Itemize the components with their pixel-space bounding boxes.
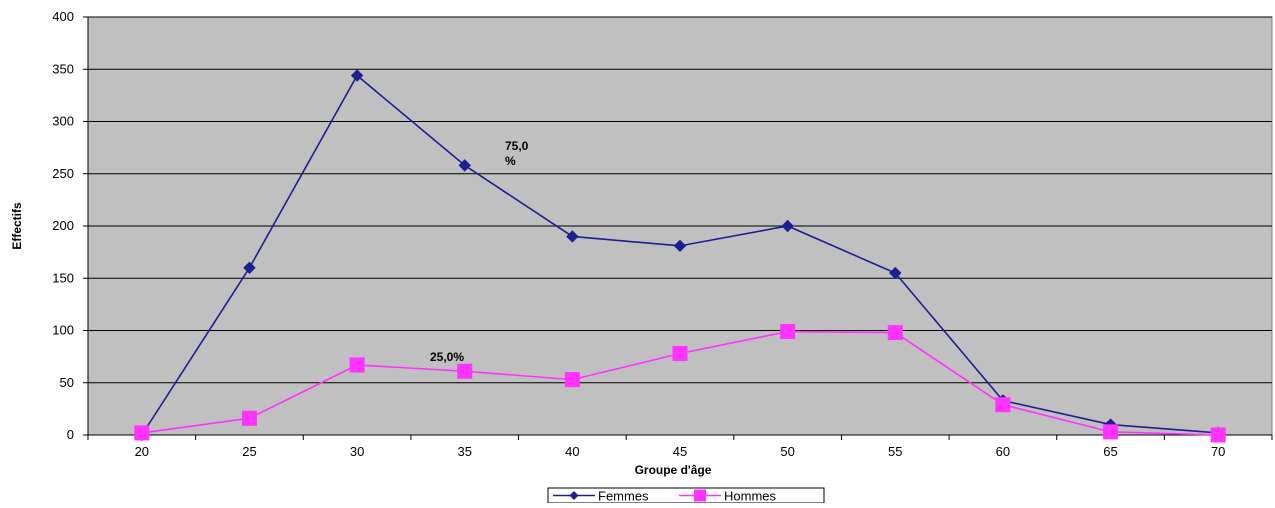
y-tick-label: 400 [52, 9, 74, 24]
legend-entries: Femmes Hommes [553, 489, 777, 504]
data-point [1210, 427, 1226, 443]
x-tick-label: 45 [673, 444, 687, 459]
y-tick-label: 100 [52, 323, 74, 338]
y-tick-label: 350 [52, 61, 74, 76]
x-tick-label: 25 [242, 444, 256, 459]
legend-marker [694, 489, 706, 502]
data-point [564, 372, 580, 388]
data-annotation: 25,0% [430, 350, 464, 364]
x-tick-label: 60 [996, 444, 1010, 459]
data-point [566, 230, 579, 243]
data-point [134, 425, 150, 441]
data-point [243, 261, 256, 275]
data-annotation: % [505, 154, 516, 168]
x-tick-label: 50 [780, 444, 794, 459]
data-point [780, 324, 796, 340]
legend-marker [569, 491, 579, 500]
data-point [349, 357, 365, 373]
data-point [672, 345, 688, 361]
data-annotation: 75,0 [505, 139, 529, 153]
x-tick-label: 70 [1211, 444, 1225, 459]
y-tick-label: 50 [60, 375, 74, 390]
y-tick-label: 200 [52, 218, 74, 233]
x-tick-label: 40 [565, 444, 579, 459]
data-point [887, 325, 903, 341]
legend-entry-hommes: Hommes [679, 489, 777, 504]
x-tick-label: 35 [457, 444, 471, 459]
data-point [458, 159, 471, 172]
data-point [995, 397, 1011, 413]
data-point [241, 410, 257, 426]
x-axis-title: Groupe d'âge [635, 463, 712, 477]
x-tick-label: 20 [135, 444, 149, 459]
y-tick-label: 150 [52, 270, 74, 285]
data-point [781, 219, 794, 233]
series-layer [134, 69, 1226, 443]
legend-entry-femmes: Femmes [553, 489, 649, 504]
annotation-layer: 75,0% 25,0% [430, 139, 529, 364]
legend: Femmes Hommes [547, 487, 825, 504]
legend-label: Hommes [724, 489, 777, 504]
data-point [1103, 424, 1119, 440]
x-tick-label: 65 [1103, 444, 1117, 459]
y-axis-title: Effectifs [10, 202, 24, 250]
series-hommes [134, 324, 1226, 443]
axes: 0 50 100 150 200 250 300 350 400 20 25 30 35 40 45 50 55… [52, 9, 1273, 459]
data-point [889, 266, 902, 280]
data-point [457, 363, 473, 379]
legend-label: Femmes [598, 489, 649, 504]
data-point [350, 69, 364, 82]
y-tick-label: 0 [67, 427, 74, 442]
y-tick-label: 250 [52, 166, 74, 181]
y-tick-label: 300 [52, 114, 74, 129]
grid-lines [88, 16, 1272, 384]
x-tick-label: 30 [350, 444, 364, 459]
data-point [673, 239, 687, 253]
x-tick-label: 55 [888, 444, 902, 459]
